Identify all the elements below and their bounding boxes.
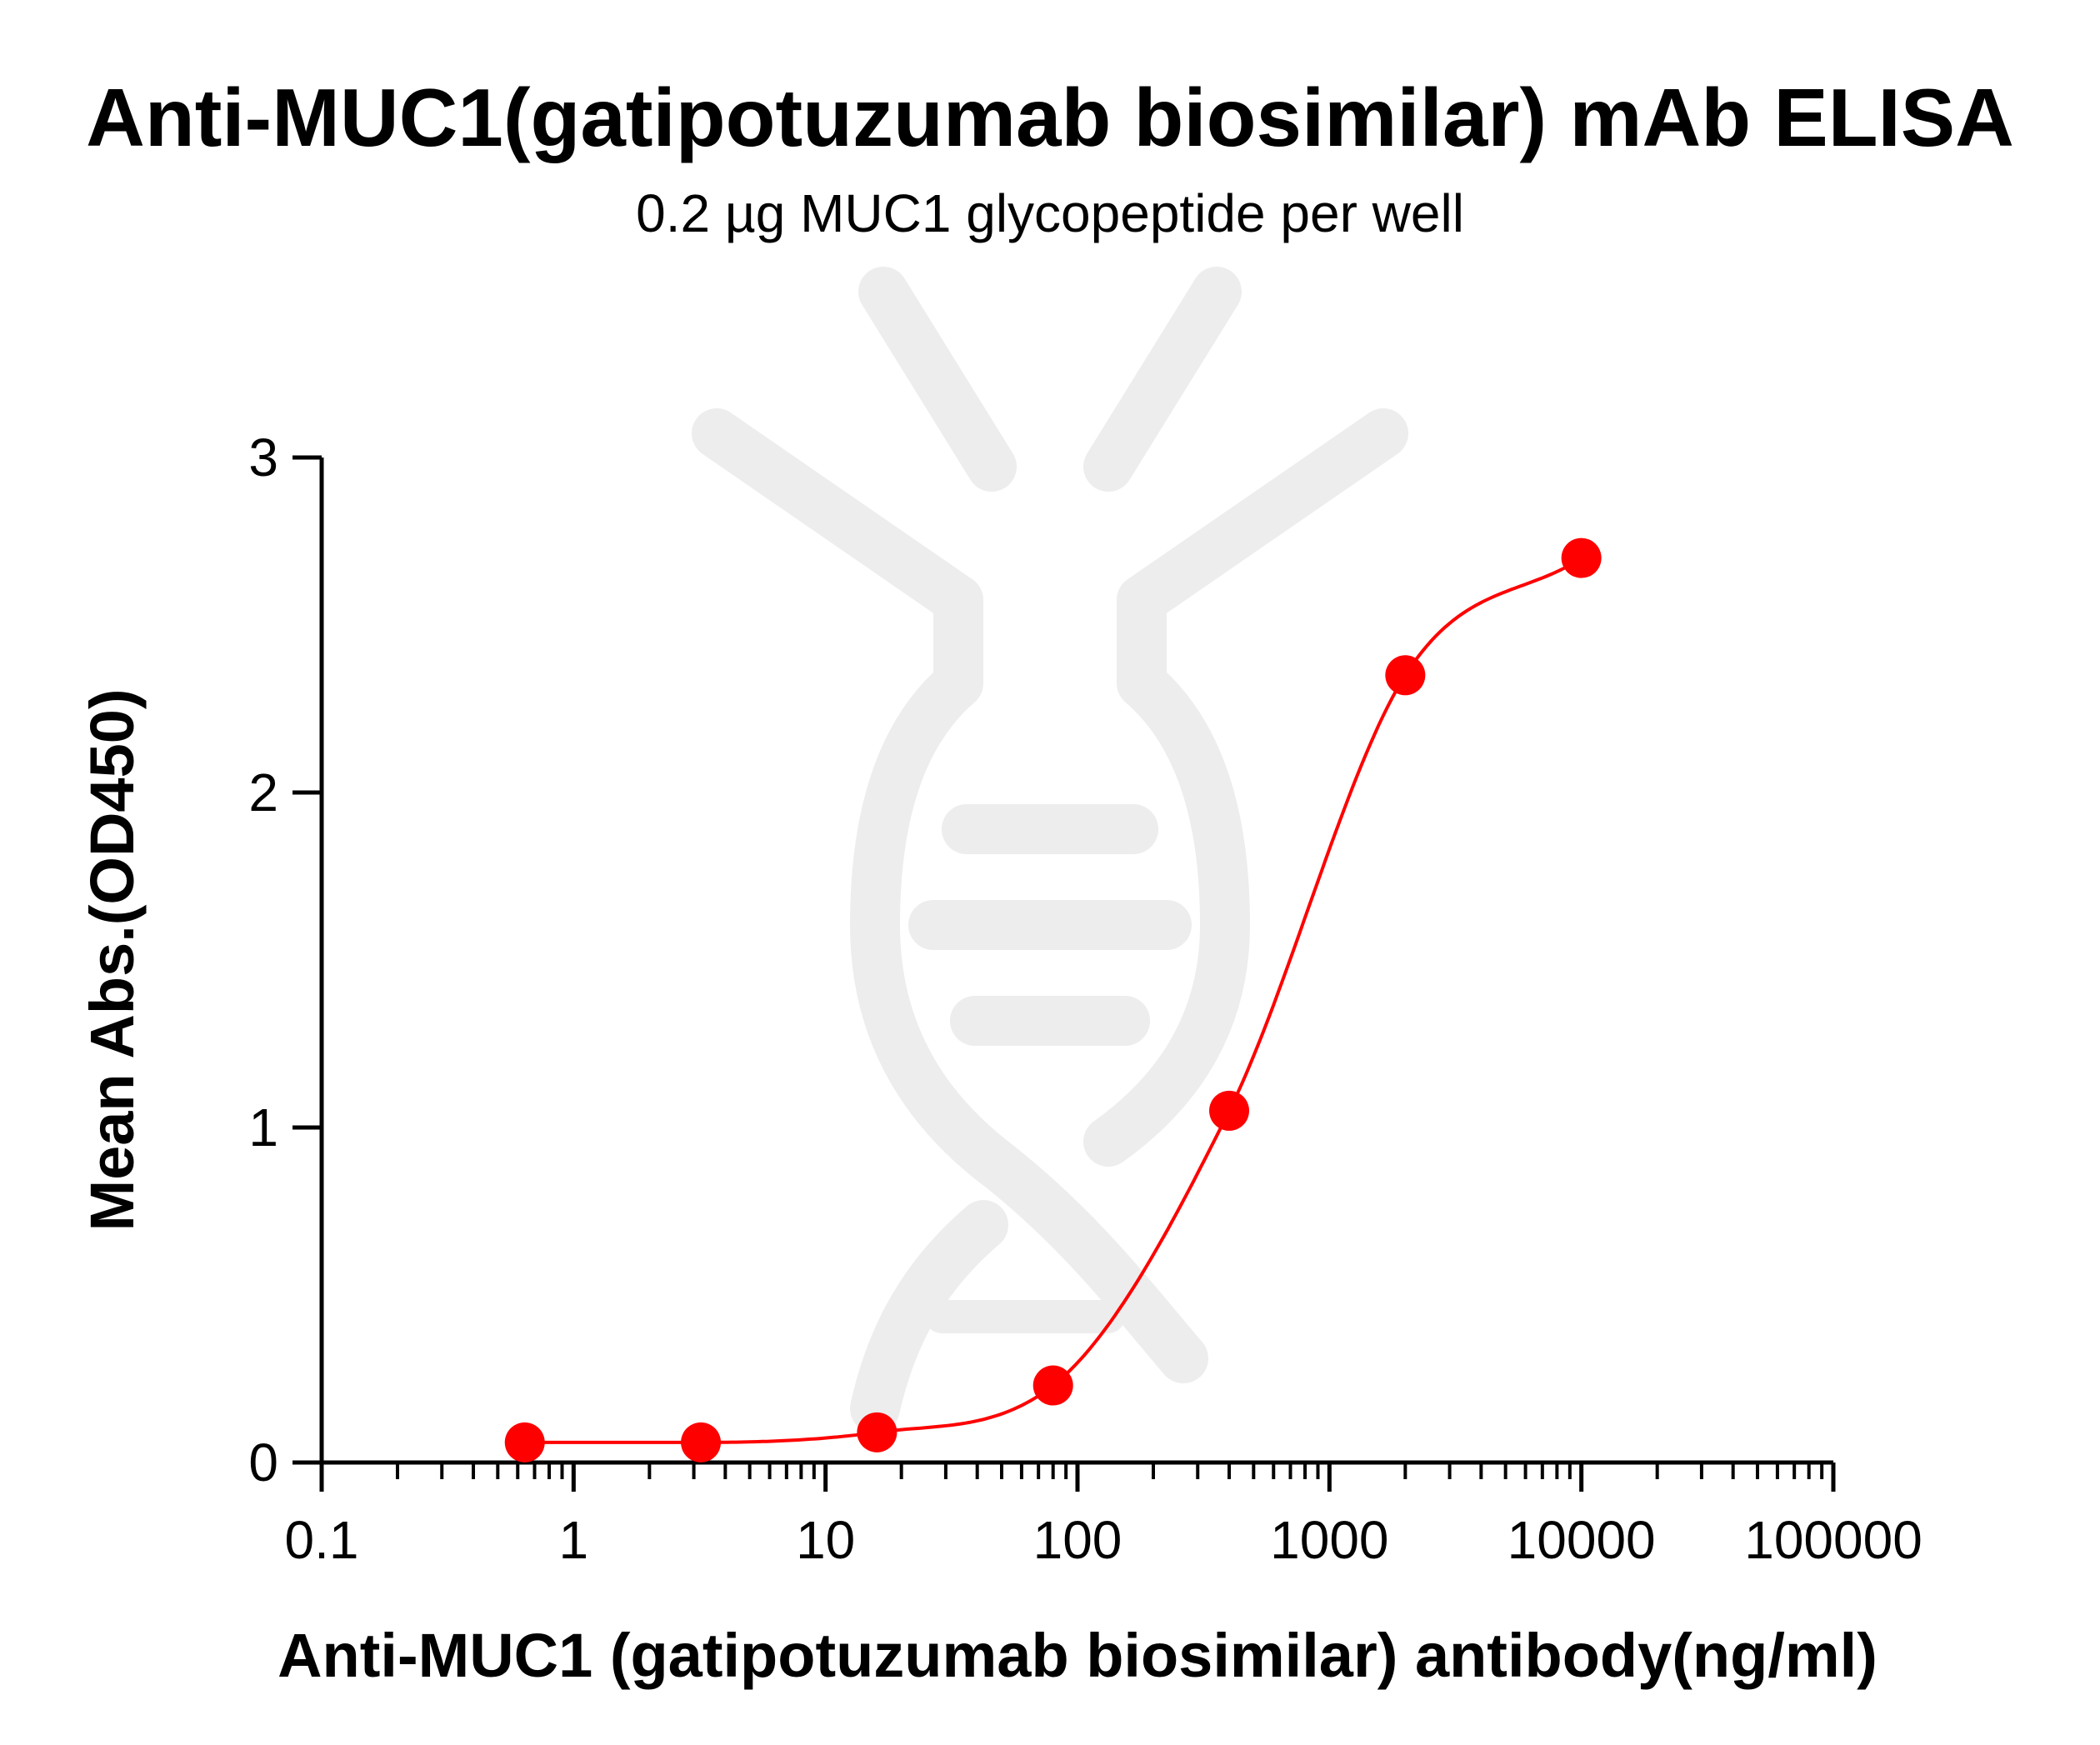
axis-ticks: [292, 455, 1836, 1492]
x-tick-label: 0.1: [285, 1510, 359, 1570]
x-tick-label: 1: [559, 1510, 589, 1570]
y-tick-label: 1: [248, 1098, 278, 1158]
watermark-logo: [692, 267, 1408, 1433]
y-tick-label: 3: [248, 428, 278, 488]
chart-subtitle: 0.2 µg MUC1 glycopeptide per well: [636, 183, 1464, 243]
y-tick-label: 0: [248, 1432, 278, 1492]
y-axis-label: Mean Abs.(OD450): [78, 688, 147, 1231]
x-tick-label: 10000: [1508, 1510, 1656, 1570]
chart-title: Anti-MUC1(gatipotuzumab biosimilar) mAb …: [86, 72, 2014, 163]
y-tick-label: 2: [248, 762, 278, 822]
data-point: [1209, 1090, 1250, 1131]
x-tick-label: 100: [1033, 1510, 1122, 1570]
axis-tick-labels: 0.1 1 10 100 1000 10000 100000 0 1 2 3: [248, 428, 1922, 1570]
data-point: [857, 1412, 898, 1452]
data-point: [681, 1422, 722, 1462]
data-point: [1561, 538, 1602, 578]
x-tick-label: 1000: [1270, 1510, 1388, 1570]
data-point: [1032, 1365, 1073, 1406]
x-axis-label: Anti-MUC1 (gatipotuzumab biosimilar) ant…: [278, 1621, 1878, 1690]
data-point: [1385, 655, 1426, 696]
data-point: [504, 1422, 545, 1462]
x-tick-label: 10: [796, 1510, 855, 1570]
data-points: [504, 538, 1602, 1462]
x-tick-label: 100000: [1744, 1510, 1922, 1570]
